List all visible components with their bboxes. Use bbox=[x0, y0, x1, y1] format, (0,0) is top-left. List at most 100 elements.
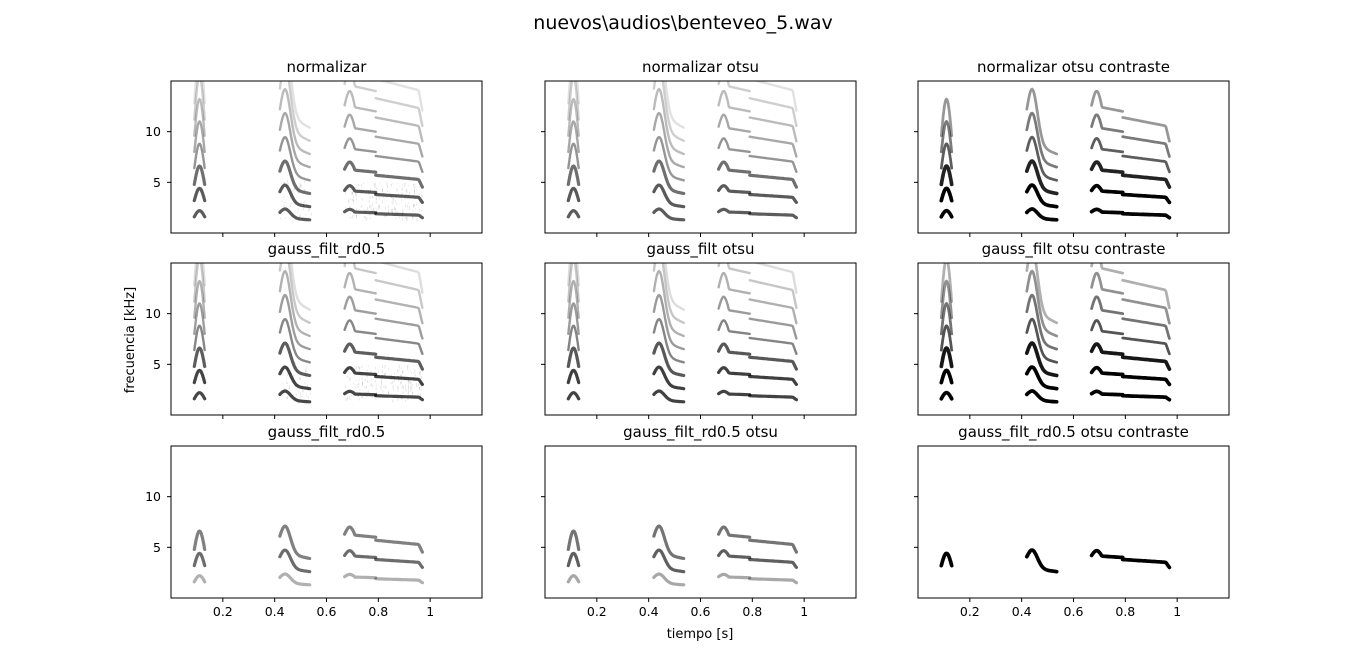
harmonic-band bbox=[1025, 111, 1059, 169]
noise-speck bbox=[290, 196, 291, 200]
noise-speck bbox=[398, 369, 400, 372]
harmonic-band bbox=[1090, 295, 1125, 316]
harmonic-band bbox=[278, 159, 312, 196]
harmonic-band bbox=[343, 389, 378, 397]
noise-speck bbox=[414, 188, 415, 193]
harmonic-band bbox=[1121, 116, 1171, 143]
harmonic-band bbox=[374, 154, 424, 174]
harmonic-band bbox=[374, 96, 424, 128]
harmonic-band bbox=[290, 81, 311, 129]
harmonic-band bbox=[343, 113, 377, 133]
noise-speck bbox=[414, 186, 416, 189]
noise-speck bbox=[367, 380, 368, 383]
noise-speck bbox=[381, 188, 383, 193]
noise-speck bbox=[412, 392, 414, 396]
noise-speck bbox=[353, 199, 355, 203]
noise-speck bbox=[364, 216, 366, 220]
noise-speck bbox=[358, 382, 360, 385]
harmonic-band bbox=[1120, 355, 1172, 371]
noise-speck bbox=[393, 373, 395, 375]
harmonic-band bbox=[278, 317, 311, 364]
noise-speck bbox=[347, 396, 348, 401]
noise-speck bbox=[387, 185, 388, 189]
noise-speck bbox=[299, 182, 301, 186]
panel-title: gauss_filt_rd0.5 bbox=[268, 423, 386, 442]
harmonic-band bbox=[1024, 389, 1059, 404]
noise-speck bbox=[349, 206, 351, 208]
noise-speck bbox=[364, 215, 366, 218]
x-tick-label: 0.2 bbox=[213, 604, 233, 619]
harmonic-band bbox=[939, 208, 954, 219]
noise-speck bbox=[405, 388, 407, 392]
harmonic-band bbox=[1090, 263, 1125, 275]
noise-speck bbox=[419, 371, 421, 374]
noise-speck bbox=[413, 364, 415, 366]
noise-speck bbox=[372, 384, 374, 388]
noise-speck bbox=[371, 378, 373, 381]
noise-speck bbox=[286, 181, 288, 185]
noise-speck bbox=[413, 203, 415, 208]
noise-speck bbox=[305, 369, 307, 372]
x-tick-label: 0.6 bbox=[691, 604, 711, 619]
harmonic-band bbox=[192, 209, 207, 219]
harmonic-band bbox=[652, 81, 685, 143]
noise-speck bbox=[420, 193, 422, 197]
harmonic-band bbox=[343, 295, 377, 315]
noise-speck bbox=[352, 382, 354, 385]
panel-1: normalizar 5 10 bbox=[145, 58, 483, 237]
noise-speck bbox=[393, 378, 395, 383]
harmonic-band bbox=[1121, 135, 1171, 158]
harmonic-band bbox=[567, 120, 580, 154]
harmonic-band bbox=[566, 529, 581, 552]
harmonic-band bbox=[748, 154, 798, 174]
x-tick-label: 0.4 bbox=[1012, 604, 1032, 619]
noise-speck bbox=[303, 208, 304, 211]
harmonic-band bbox=[566, 186, 581, 203]
harmonic-band bbox=[192, 529, 207, 552]
harmonic-band bbox=[567, 97, 580, 137]
noise-speck bbox=[403, 378, 405, 382]
noise-speck bbox=[382, 188, 383, 192]
noise-speck bbox=[420, 386, 422, 389]
noise-speck bbox=[406, 216, 407, 220]
noise-speck bbox=[399, 185, 401, 187]
noise-speck bbox=[286, 179, 288, 182]
noise-speck bbox=[402, 391, 404, 395]
noise-speck bbox=[292, 219, 294, 223]
noise-speck bbox=[361, 395, 363, 399]
harmonic-band bbox=[278, 87, 311, 156]
noise-speck bbox=[417, 194, 419, 196]
harmonic-band bbox=[567, 81, 580, 121]
harmonic-band bbox=[652, 135, 685, 182]
noise-speck bbox=[299, 186, 301, 189]
noise-speck bbox=[289, 387, 290, 390]
harmonic-band bbox=[343, 549, 378, 560]
harmonic-band bbox=[1089, 389, 1125, 397]
harmonic-band bbox=[374, 135, 424, 158]
noise-speck bbox=[407, 364, 409, 368]
noise-speck bbox=[416, 217, 418, 222]
noise-speck bbox=[388, 367, 389, 371]
noise-speck bbox=[308, 208, 309, 212]
harmonic-band bbox=[567, 302, 580, 336]
harmonic-band bbox=[1121, 278, 1171, 310]
noise-speck bbox=[355, 192, 357, 197]
noise-speck bbox=[307, 183, 309, 185]
harmonic-band bbox=[939, 164, 954, 187]
harmonic-band bbox=[278, 207, 312, 222]
harmonic-band bbox=[567, 263, 580, 303]
harmonic-band bbox=[567, 279, 580, 319]
noise-speck bbox=[372, 195, 374, 199]
harmonic-band bbox=[278, 81, 311, 143]
noise-speck bbox=[349, 198, 351, 200]
noise-speck bbox=[292, 375, 294, 378]
harmonic-band bbox=[193, 324, 206, 352]
axes-frame bbox=[544, 80, 857, 234]
spectrogram-image bbox=[192, 524, 424, 587]
harmonic-band bbox=[1089, 183, 1125, 195]
noise-speck bbox=[392, 197, 394, 200]
noise-speck bbox=[371, 203, 373, 207]
noise-speck bbox=[353, 195, 354, 199]
harmonic-band bbox=[193, 81, 206, 105]
noise-speck bbox=[292, 393, 294, 396]
